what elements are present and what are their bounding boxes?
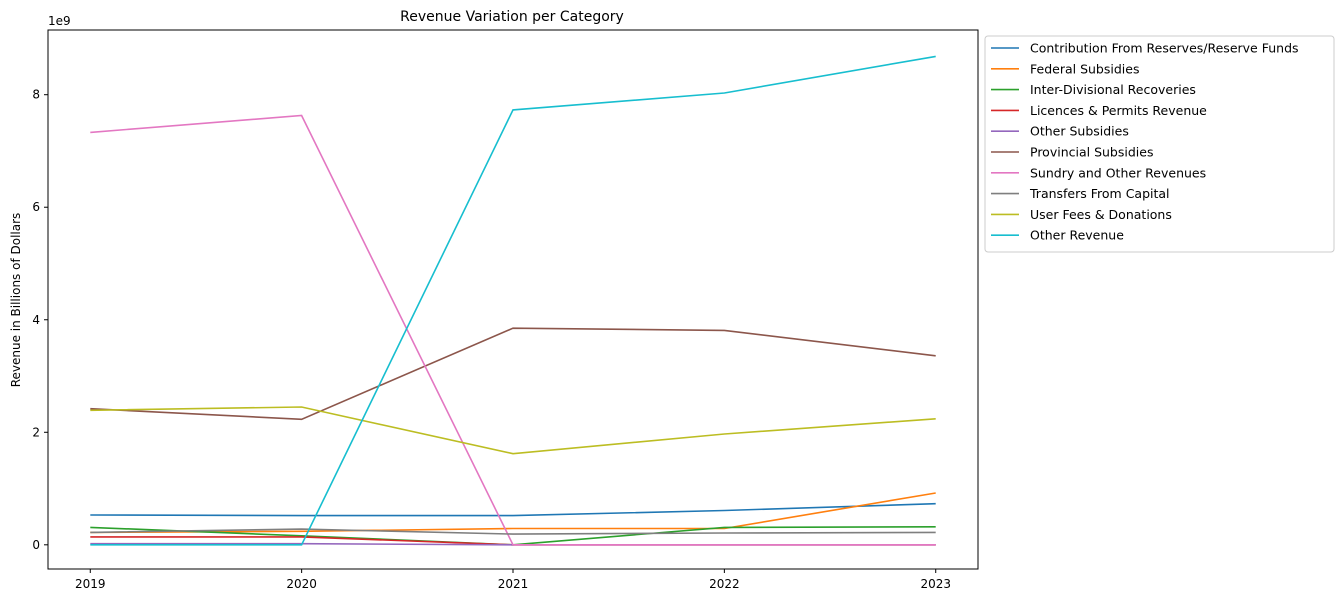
y-tick-label: 0 bbox=[32, 538, 40, 552]
x-tick-label: 2022 bbox=[709, 577, 740, 591]
legend-entry: Provincial Subsidies bbox=[1030, 145, 1153, 160]
legend-entry: Other Revenue bbox=[1030, 228, 1124, 243]
legend-entry: Federal Subsidies bbox=[1030, 61, 1139, 76]
legend-entry: Contribution From Reserves/Reserve Funds bbox=[1030, 41, 1299, 56]
x-tick-label: 2019 bbox=[75, 577, 106, 591]
x-tick-label: 2021 bbox=[498, 577, 529, 591]
legend: Contribution From Reserves/Reserve Funds… bbox=[984, 35, 1335, 253]
legend-entry: User Fees & Donations bbox=[1030, 207, 1172, 222]
legend-entry: Transfers From Capital bbox=[1029, 186, 1170, 201]
series-line-user-fees-donations bbox=[90, 406, 936, 455]
y-tick-label: 2 bbox=[32, 425, 40, 439]
y-tick-label: 4 bbox=[32, 313, 40, 327]
y-tick-label: 8 bbox=[32, 88, 40, 102]
series-line-provincial-subsidies bbox=[90, 327, 936, 421]
series-line-other-revenue bbox=[90, 55, 936, 546]
legend-entry: Inter-Divisional Recoveries bbox=[1030, 82, 1196, 97]
x-tick-label: 2020 bbox=[286, 577, 317, 591]
series-line-transfers-from-capital bbox=[90, 528, 936, 535]
series-line-sundry-and-other-revenues bbox=[90, 114, 936, 546]
series-line-contribution-from-reserves-reserve-funds bbox=[90, 502, 936, 517]
legend-frame bbox=[984, 35, 1335, 253]
series-line-federal-subsidies bbox=[90, 492, 936, 534]
plot-frame bbox=[47, 29, 979, 570]
y-axis-label: Revenue in Billions of Dollars bbox=[9, 213, 23, 388]
y-tick-label: 6 bbox=[32, 200, 40, 214]
x-tick-label: 2023 bbox=[920, 577, 951, 591]
y-axis-offset-label: 1e9 bbox=[48, 14, 71, 28]
legend-entry: Sundry and Other Revenues bbox=[1030, 165, 1206, 180]
plot-area: 2019 2020 2021 2022 2023 0 2 4 6 8 bbox=[32, 55, 951, 591]
series-line-inter-divisional-recoveries bbox=[90, 525, 936, 546]
legend-entry: Licences & Permits Revenue bbox=[1030, 103, 1207, 118]
legend-entry: Other Subsidies bbox=[1030, 124, 1129, 139]
chart-title: Revenue Variation per Category bbox=[400, 9, 624, 25]
